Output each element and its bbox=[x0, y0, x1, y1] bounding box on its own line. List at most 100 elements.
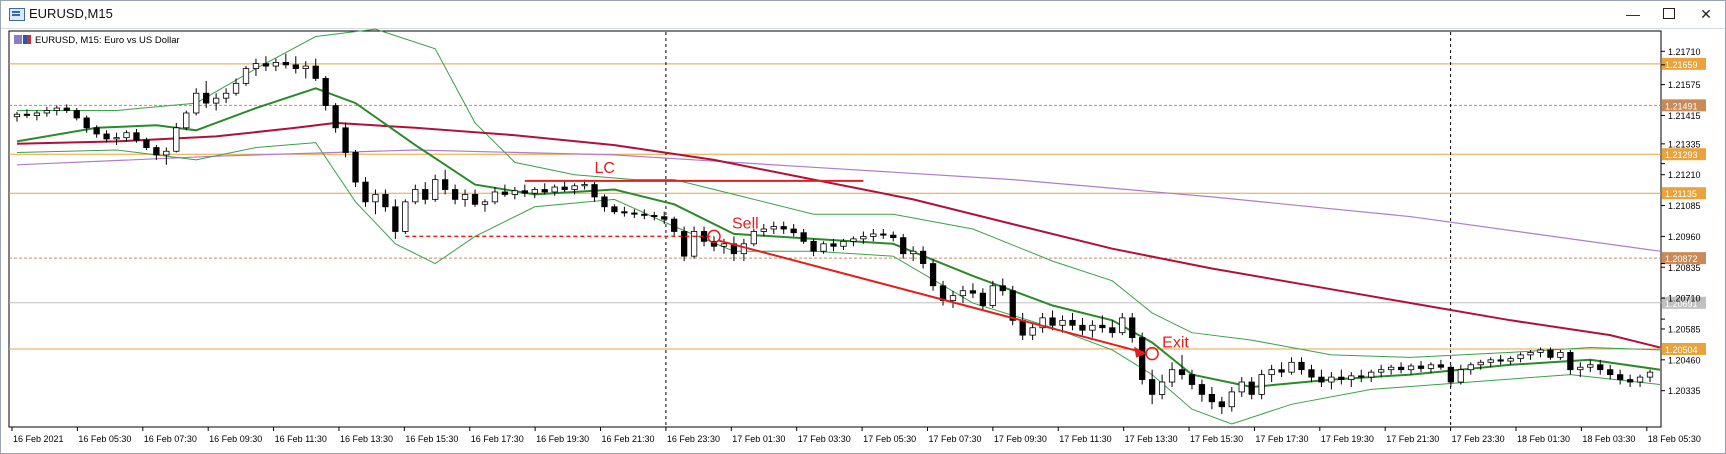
candle-bull bbox=[461, 194, 469, 200]
maximize-button[interactable] bbox=[1653, 3, 1685, 25]
candle-bear bbox=[1298, 361, 1305, 371]
flag-eu-icon bbox=[23, 35, 27, 44]
x-tick-label: 18 Feb 05:30 bbox=[1648, 434, 1701, 444]
x-tick-label: 16 Feb 23:30 bbox=[667, 434, 720, 444]
candle-bear bbox=[1009, 290, 1016, 321]
candle-bull bbox=[1587, 364, 1594, 368]
candle-bull bbox=[959, 290, 967, 297]
x-tick-label: 16 Feb 19:30 bbox=[536, 434, 589, 444]
candle-bear bbox=[880, 233, 887, 236]
candle-bear bbox=[103, 133, 110, 140]
candle-bear bbox=[203, 92, 210, 104]
symbol-grid-icon bbox=[14, 35, 22, 44]
candle-bear bbox=[1139, 337, 1146, 380]
candle-bull bbox=[13, 113, 21, 118]
candle-bull bbox=[1268, 369, 1275, 376]
candle-bear bbox=[1338, 376, 1345, 380]
candle-bull bbox=[720, 243, 728, 247]
x-tick-label: 16 Feb 11:30 bbox=[275, 434, 327, 444]
candle-bull bbox=[1577, 366, 1584, 371]
candle-bull bbox=[33, 112, 41, 116]
x-tick-label: 18 Feb 03:30 bbox=[1582, 434, 1635, 444]
price-tag-label: 1.21491 bbox=[1665, 101, 1698, 111]
price-tag bbox=[1662, 99, 1706, 112]
candle-bull bbox=[850, 238, 857, 242]
candle-bull bbox=[750, 231, 757, 245]
bollinger-upper-line bbox=[17, 28, 1661, 358]
exit-marker bbox=[1145, 346, 1159, 361]
bollinger-lower-line bbox=[16, 142, 1661, 425]
candle-bull bbox=[173, 127, 180, 152]
candle-bull bbox=[1039, 317, 1046, 329]
candle-bear bbox=[282, 61, 289, 66]
candle-bear bbox=[601, 196, 608, 208]
candle-bear bbox=[1607, 369, 1614, 376]
y-tick-label: 1.21415 bbox=[1668, 111, 1701, 121]
candle-bear bbox=[451, 189, 459, 200]
candle-bear bbox=[262, 63, 270, 67]
candle-bear bbox=[1617, 374, 1624, 380]
plot-area[interactable] bbox=[8, 30, 1662, 428]
x-tick-label: 17 Feb 01:30 bbox=[732, 434, 785, 444]
candle-bull bbox=[412, 189, 419, 203]
candle-bear bbox=[1318, 376, 1325, 383]
price-chart[interactable]: LC Sell Exit 1.21659 1.21491 1.21293 1.21135 1… bbox=[0, 28, 1724, 452]
y-tick-label: 1.20835 bbox=[1668, 263, 1701, 273]
candle-bull bbox=[123, 132, 130, 139]
candle-bear bbox=[890, 234, 897, 239]
candle-bear bbox=[621, 211, 628, 214]
candle-bull bbox=[571, 185, 578, 190]
price-tag-label: 1.21135 bbox=[1665, 189, 1697, 199]
candle-bull bbox=[1387, 366, 1395, 371]
window-title: EURUSD,M15 bbox=[29, 6, 113, 21]
candle-bull bbox=[1527, 352, 1534, 356]
close-button[interactable]: ✕ bbox=[1700, 6, 1712, 22]
candle-bear bbox=[83, 117, 90, 129]
candle-bear bbox=[611, 206, 618, 213]
candle-bear bbox=[133, 132, 140, 141]
candle-bull bbox=[1636, 376, 1644, 383]
candle-bull bbox=[193, 92, 200, 114]
candle-bull bbox=[1457, 369, 1464, 383]
candle-bull bbox=[1328, 376, 1335, 383]
y-tick-label: 1.20335 bbox=[1668, 386, 1701, 396]
candle-bear bbox=[1208, 393, 1216, 403]
title-bar[interactable]: EURUSD,M15 — ✕ bbox=[1, 1, 1725, 29]
candle-bear bbox=[1308, 369, 1315, 378]
candle-bull bbox=[870, 233, 877, 237]
candle-bull bbox=[1517, 354, 1524, 359]
minimize-button[interactable]: — bbox=[1626, 6, 1640, 22]
candle-bear bbox=[73, 110, 80, 119]
candle-bull bbox=[910, 250, 917, 255]
candle-bear bbox=[342, 127, 349, 153]
candle-bear bbox=[1497, 359, 1504, 362]
candle-bear bbox=[153, 147, 160, 156]
candle-bear bbox=[929, 263, 937, 287]
candle-bull bbox=[1378, 369, 1385, 373]
candle-bull bbox=[1258, 374, 1265, 395]
candle-bear bbox=[442, 179, 449, 190]
candle-bear bbox=[1129, 317, 1136, 339]
x-tick-label: 17 Feb 03:30 bbox=[798, 434, 851, 444]
candle-bear bbox=[312, 65, 319, 79]
x-tick-label: 16 Feb 05:30 bbox=[78, 434, 131, 444]
candle-bull bbox=[1487, 359, 1494, 363]
y-tick-label: 1.21575 bbox=[1668, 80, 1701, 90]
candle-bear bbox=[1019, 319, 1026, 336]
x-tick-label: 16 Feb 09:30 bbox=[209, 434, 262, 444]
candle-bear bbox=[900, 237, 907, 255]
candle-bull bbox=[1477, 361, 1484, 366]
price-tag-label: 1.21293 bbox=[1665, 150, 1698, 160]
candle-bear bbox=[392, 206, 399, 232]
candle-bull bbox=[402, 201, 409, 232]
x-tick-label: 16 Feb 2021 bbox=[13, 434, 64, 444]
candle-bear bbox=[1248, 381, 1255, 395]
sell-marker bbox=[707, 229, 721, 244]
y-tick-label: 1.21085 bbox=[1668, 201, 1701, 211]
candle-bull bbox=[1059, 319, 1066, 326]
candle-bull bbox=[113, 137, 120, 140]
x-tick-label: 17 Feb 13:30 bbox=[1125, 434, 1178, 444]
x-tick-label: 17 Feb 17:30 bbox=[1255, 434, 1308, 444]
y-tick-label: 1.20585 bbox=[1668, 324, 1701, 334]
price-tag-label: 1.21659 bbox=[1665, 60, 1698, 70]
